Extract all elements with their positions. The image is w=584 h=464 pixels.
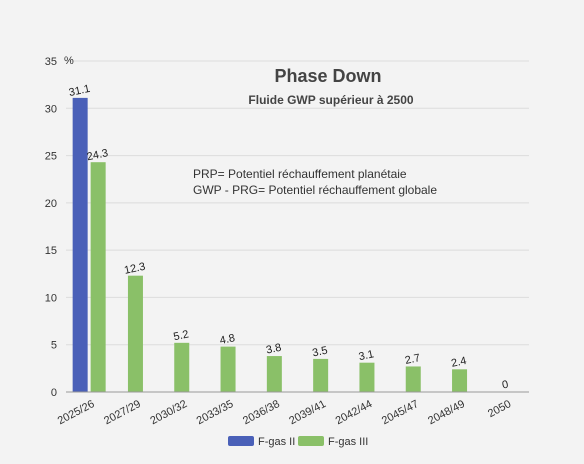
- y-tick-label: 10: [45, 292, 57, 304]
- bar-fgas3-5[interactable]: [313, 358, 329, 392]
- y-axis-unit: %: [64, 55, 74, 67]
- y-tick-label: 20: [45, 198, 57, 210]
- data-label: 24.3: [86, 147, 109, 163]
- annotation-gwp: GWP - PRG= Potentiel réchauffement globa…: [193, 183, 437, 197]
- chart-title: Phase Down: [274, 66, 381, 86]
- x-tick-label: 2027/29: [102, 398, 143, 427]
- y-tick-label: 35: [45, 56, 57, 68]
- x-tick-label: 2025/26: [56, 398, 97, 427]
- bar-fgas3-1[interactable]: [127, 275, 143, 392]
- data-label: 0: [501, 379, 509, 392]
- y-tick-label: 0: [51, 387, 57, 399]
- bar-fgas3-4[interactable]: [266, 356, 282, 392]
- data-label: 3.1: [358, 348, 375, 363]
- bar-fgas3-6[interactable]: [359, 362, 375, 392]
- legend-swatch-fgas3: [298, 436, 324, 446]
- grid-lines: [66, 60, 529, 393]
- x-tick-label: 2045/47: [380, 398, 421, 427]
- chart-subtitle: Fluide GWP supérieur à 2500: [248, 93, 413, 107]
- y-axis-ticks: 0 5 10 15 20 25 30 35: [45, 56, 57, 399]
- data-label: 5.2: [172, 328, 189, 343]
- data-labels: 31.1 24.3 12.3 5.2 4.8 3.8 3.5 3.1 2.7 2.4 0: [68, 83, 510, 392]
- legend-swatch-fgas2: [228, 436, 254, 446]
- bar-fgas3-8[interactable]: [452, 369, 468, 392]
- x-axis-ticks: 2025/26 2027/29 2030/32 2033/35 2036/38 2039/…: [56, 398, 513, 427]
- data-label: 3.8: [265, 342, 282, 357]
- data-label: 12.3: [123, 261, 146, 277]
- data-label: 4.8: [219, 332, 236, 347]
- legend-item-fgas3[interactable]: F-gas III: [298, 436, 368, 448]
- data-label: 2.7: [404, 352, 421, 367]
- x-tick-label: 2036/38: [241, 398, 282, 427]
- bar-fgas2-0[interactable]: [72, 97, 88, 392]
- y-tick-label: 25: [45, 151, 57, 163]
- y-tick-label: 30: [45, 103, 57, 115]
- legend-label-fgas3: F-gas III: [328, 436, 368, 448]
- data-label: 3.5: [311, 345, 328, 360]
- annotation-prp: PRP= Potentiel réchauffement planétaie: [193, 167, 407, 181]
- legend-item-fgas2[interactable]: F-gas II: [228, 436, 295, 448]
- x-tick-label: 2030/32: [148, 398, 189, 427]
- data-label: 31.1: [68, 83, 91, 99]
- x-tick-label: 2050: [486, 398, 513, 420]
- bars: [72, 97, 468, 392]
- bar-fgas3-0[interactable]: [90, 162, 106, 392]
- legend: F-gas II F-gas III: [228, 436, 368, 448]
- y-tick-label: 15: [45, 245, 57, 257]
- x-tick-label: 2048/49: [426, 398, 467, 427]
- x-tick-label: 2039/41: [287, 398, 328, 427]
- bar-fgas3-2[interactable]: [174, 342, 190, 392]
- y-tick-label: 5: [51, 340, 57, 352]
- legend-label-fgas2: F-gas II: [258, 436, 295, 448]
- bar-fgas3-3[interactable]: [220, 346, 236, 392]
- bar-fgas3-7[interactable]: [405, 366, 421, 392]
- data-label: 2.4: [450, 355, 467, 370]
- x-tick-label: 2042/44: [334, 398, 375, 427]
- x-tick-label: 2033/35: [195, 398, 236, 427]
